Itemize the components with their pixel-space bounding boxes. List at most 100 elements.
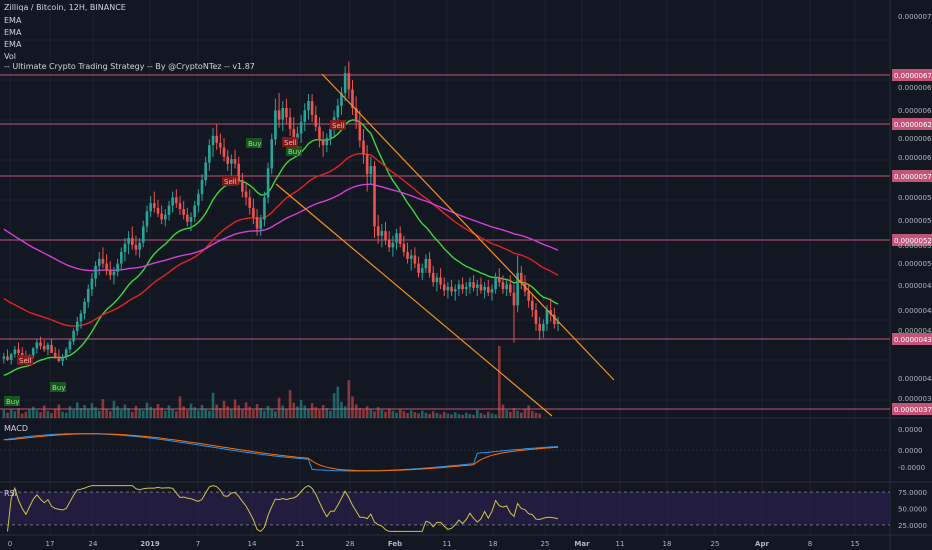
candle-body-143 — [527, 291, 530, 301]
volume-bar-27 — [101, 399, 105, 418]
volume-bar-76 — [281, 405, 285, 418]
signal-label-5: Sell — [224, 178, 237, 186]
volume-bar-48 — [178, 396, 182, 418]
signal-tag-1 — [50, 382, 66, 392]
candle-body-35 — [130, 238, 134, 245]
price-level-tag-2 — [892, 170, 932, 182]
candle-body-41 — [153, 203, 156, 208]
candle-body-52 — [193, 205, 196, 218]
candle-body-56 — [208, 145, 211, 163]
volume-bar-102 — [376, 407, 380, 418]
legend: Zilliqa / Bitcoin, 12H, BINANCE EMA EMA … — [4, 3, 255, 498]
volume-bar-44 — [164, 410, 167, 418]
candle-body-3 — [13, 349, 17, 355]
volume-bar-22 — [83, 404, 86, 418]
volume-bar-103 — [380, 409, 384, 418]
candle-body-26 — [97, 258, 101, 266]
volume-bar-90 — [332, 393, 336, 418]
rsi-band — [0, 492, 890, 525]
volume-bar-43 — [160, 407, 163, 418]
volume-bar-16 — [61, 411, 64, 418]
volume-bar-17 — [64, 412, 68, 418]
candle-body-95 — [351, 89, 354, 108]
candle-body-49 — [182, 209, 185, 215]
rsi-line — [7, 485, 559, 533]
price-tick-1: 0.00000660 — [898, 84, 932, 92]
candle-body-124 — [457, 284, 461, 290]
candle-body-91 — [336, 105, 340, 118]
candle-body-149 — [549, 310, 552, 315]
candle-body-147 — [542, 323, 545, 331]
volume-bar-116 — [428, 413, 431, 418]
macd-pane — [0, 433, 890, 472]
candle-body-63 — [233, 159, 237, 164]
x-tick-10: 18 — [489, 540, 498, 548]
candle-body-99 — [365, 154, 369, 175]
volume-bar-49 — [182, 406, 185, 418]
candle-body-65 — [241, 179, 244, 192]
volume-bar-124 — [457, 413, 461, 418]
price-level-label-2: 0.00000579 — [894, 173, 932, 181]
price-tick-6: 0.00000540 — [898, 217, 932, 225]
volume-bar-92 — [340, 401, 343, 418]
volume-bar-24 — [90, 403, 94, 418]
candle-body-138 — [508, 284, 512, 293]
candle-body-86 — [318, 126, 321, 141]
x-tick-5: 14 — [248, 540, 257, 548]
volume-bar-18 — [68, 406, 72, 418]
x-tick-9: 11 — [443, 540, 452, 548]
candle-body-21 — [79, 313, 83, 322]
volume-bar-38 — [141, 410, 145, 418]
candle-body-36 — [134, 244, 138, 250]
candle-body-106 — [391, 242, 395, 248]
candle-body-0 — [2, 356, 6, 359]
candle-body-82 — [303, 110, 307, 122]
volume-bar-105 — [387, 408, 391, 418]
volume-bar-29 — [108, 411, 112, 418]
candle-body-75 — [277, 110, 281, 120]
volume-bar-143 — [527, 405, 530, 418]
candle-body-117 — [431, 272, 435, 283]
volume-bar-78 — [288, 390, 292, 418]
rsi-tick-2: 25.0000 — [898, 522, 927, 530]
volume-bar-131 — [483, 414, 486, 418]
candle-body-73 — [270, 139, 274, 169]
candle-body-145 — [534, 310, 538, 324]
volume-bar-13 — [50, 413, 53, 418]
volume-bar-135 — [497, 346, 501, 418]
price-tick-8: 0.00000500 — [898, 260, 932, 268]
candle-body-121 — [446, 286, 450, 291]
macd-tick-2: -0.0000 — [898, 464, 925, 472]
x-tick-18: 15 — [851, 540, 860, 548]
volume-bar-125 — [461, 414, 464, 418]
price-tick-4: 0.00000600 — [898, 154, 932, 162]
volume-bar-23 — [86, 409, 90, 418]
candle-body-59 — [219, 142, 222, 148]
volume-bar-2 — [9, 409, 13, 418]
volume-bar-118 — [435, 413, 439, 418]
candle-body-115 — [424, 258, 428, 269]
volume-bar-34 — [127, 408, 130, 418]
candle-body-74 — [274, 110, 277, 140]
macd-tick-0: 0.0000 — [898, 426, 923, 434]
volume-bar-137 — [505, 409, 508, 418]
volume-bar-141 — [520, 412, 523, 418]
volume-bar-115 — [424, 412, 428, 418]
legend-volume: Vol — [4, 52, 16, 61]
x-tick-6: 21 — [296, 540, 305, 548]
candle-body-122 — [450, 286, 453, 292]
x-tick-13: 11 — [616, 540, 625, 548]
candle-body-20 — [75, 321, 79, 331]
candle-body-19 — [72, 330, 75, 342]
volume-bar-136 — [501, 404, 505, 418]
volume-bar-139 — [512, 408, 516, 418]
volume-bar-51 — [189, 403, 193, 418]
price-tick-5: 0.00000560 — [898, 194, 932, 202]
candle-body-16 — [61, 356, 64, 362]
volume-bar-87 — [321, 404, 325, 418]
volume-bar-79 — [292, 402, 296, 418]
